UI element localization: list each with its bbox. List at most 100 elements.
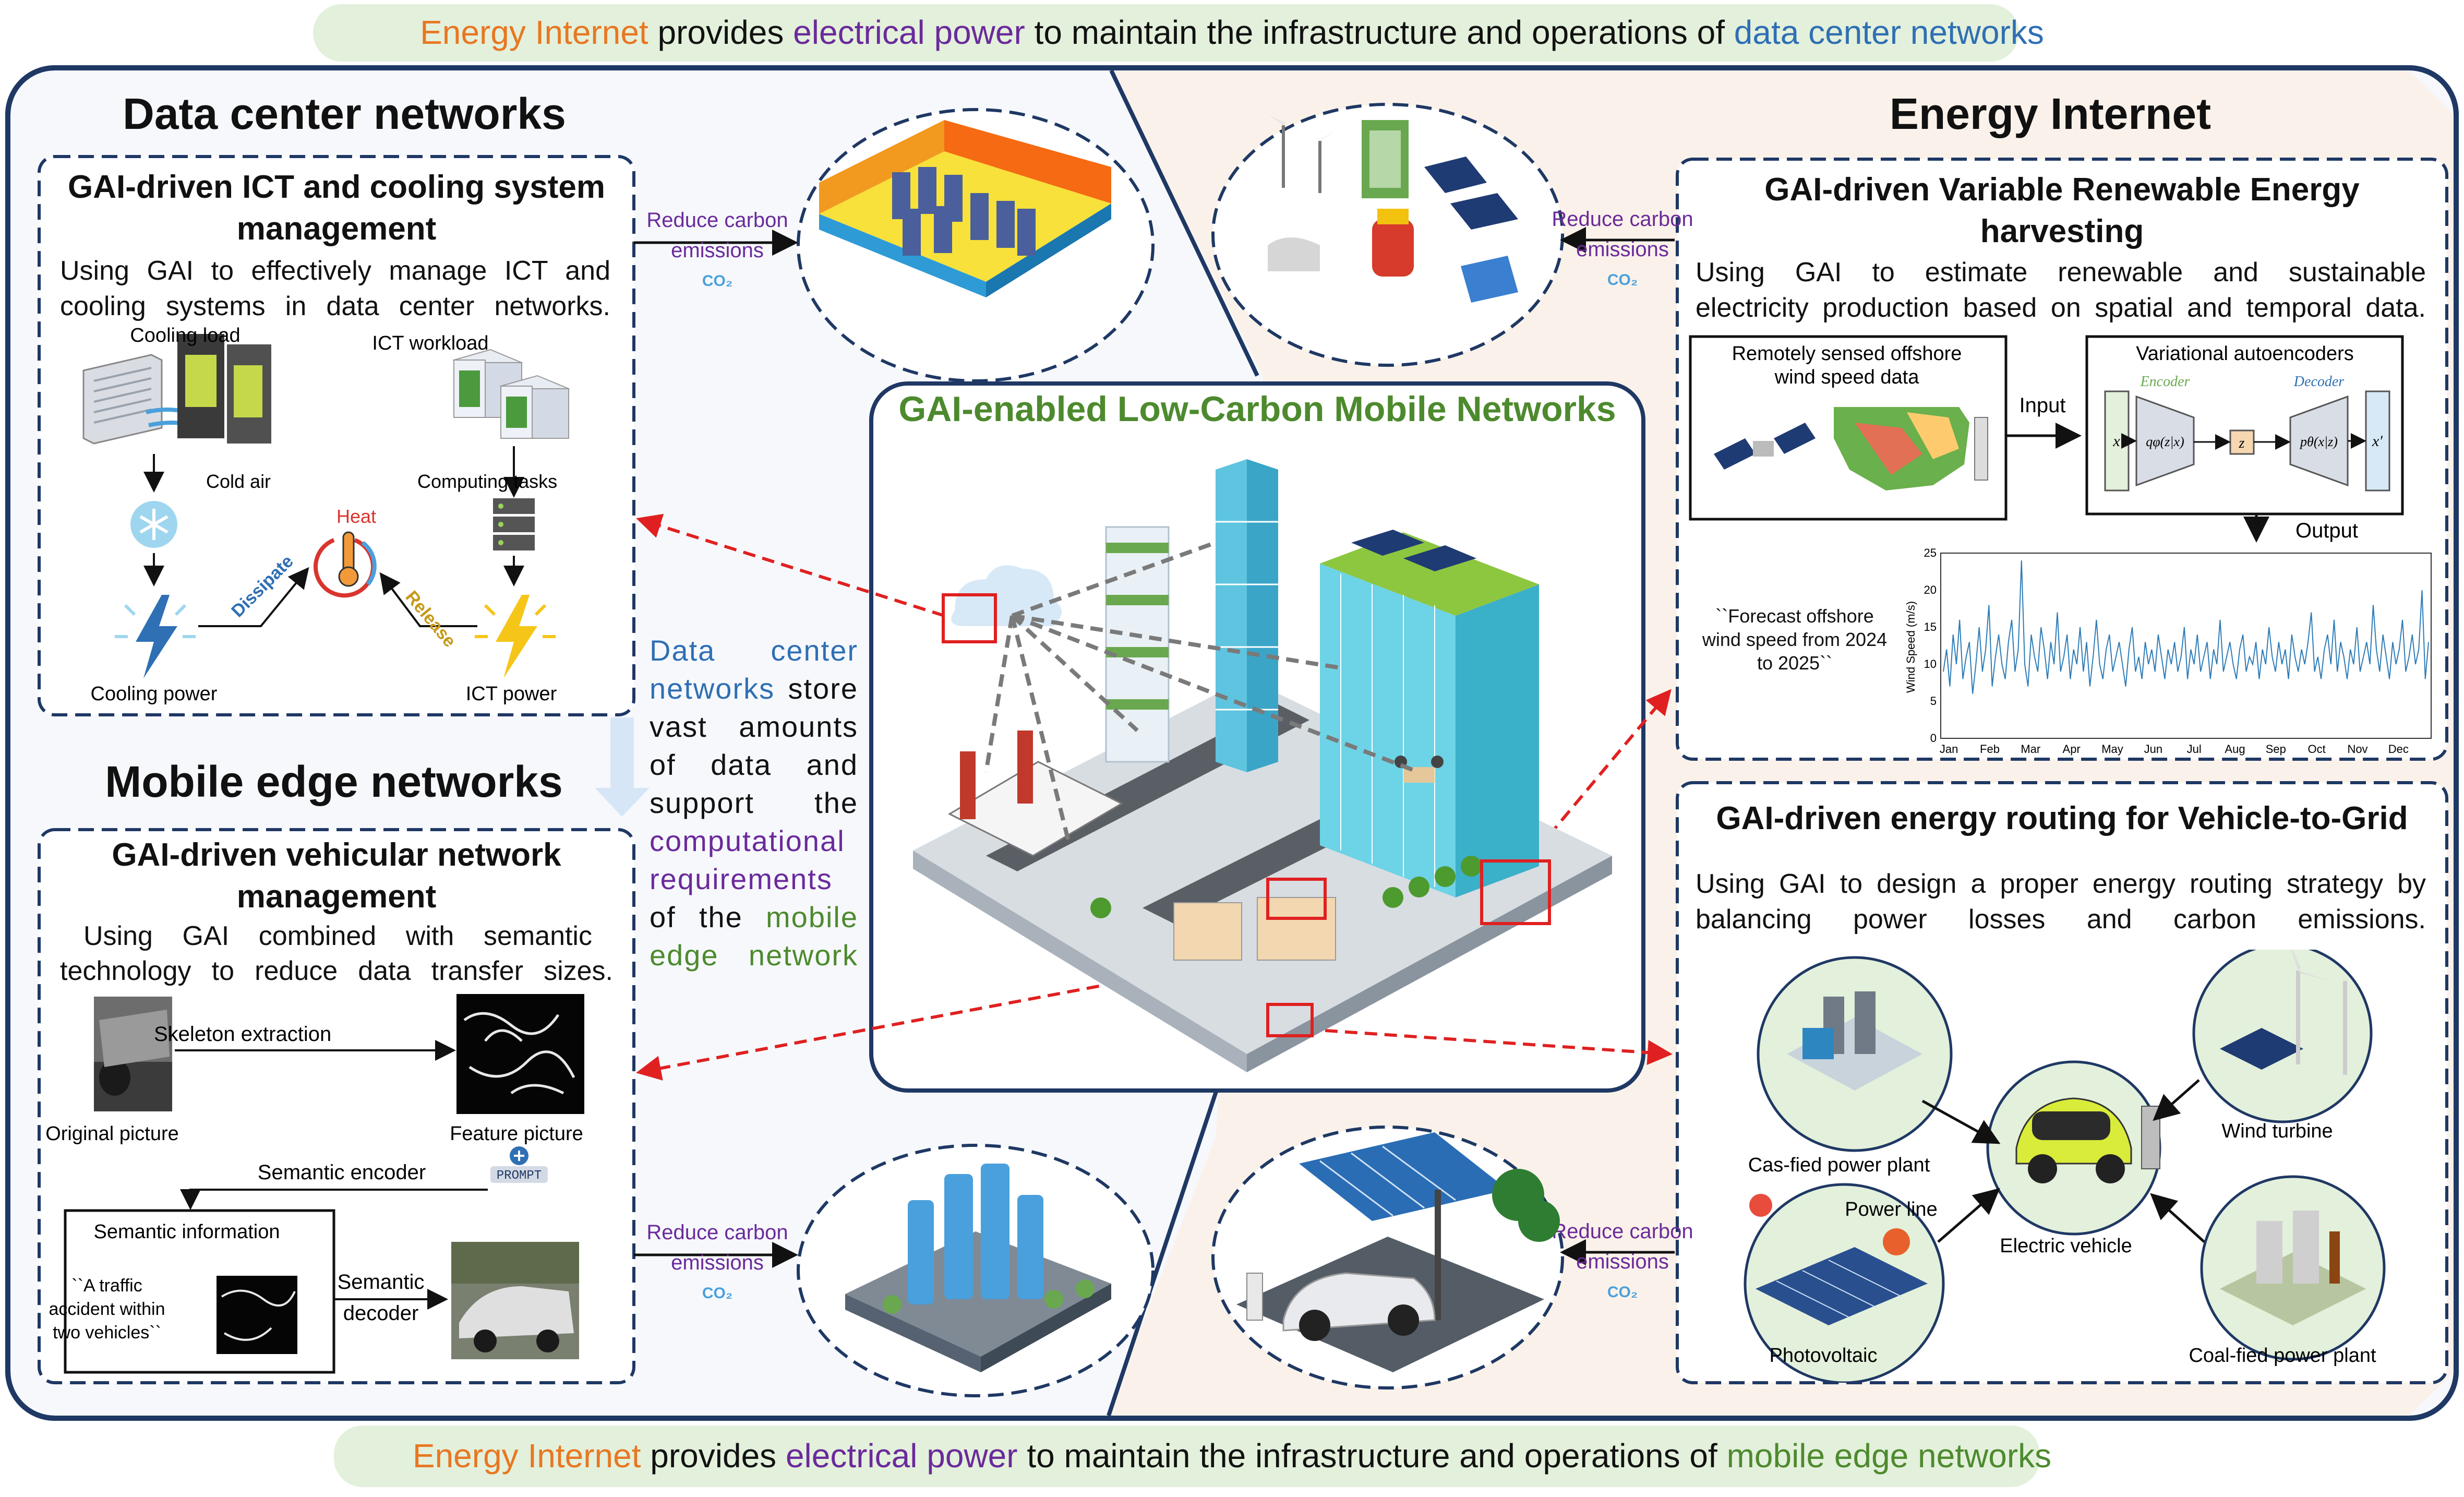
ict-box-border: [38, 155, 635, 716]
v2g-box-title: GAI-driven energy routing for Vehicle-to…: [1716, 800, 2408, 836]
center-text-9: edge network: [650, 939, 858, 972]
chart-x-tick-label: Jul: [2187, 742, 2202, 756]
remote-sensing-label-2: wind speed data: [1774, 366, 1920, 388]
server-racks-icon: [177, 334, 271, 444]
chart-x-tick-label: Aug: [2225, 742, 2245, 756]
snowflake-icon: [130, 501, 177, 548]
vae-x: x: [2112, 433, 2120, 450]
gas-plant-label: Cas-fied power plant: [1748, 1154, 1930, 1176]
center-text-5: support the: [650, 786, 858, 819]
center-text-8: of the mobile: [650, 898, 858, 936]
center-text-2a: networks: [650, 672, 775, 705]
energy-internet-illustration: [1268, 115, 1518, 303]
bottom-banner-part-b: provides: [641, 1437, 786, 1475]
co2-icon-ei2: CO₂: [1607, 1284, 1638, 1301]
vre-box-desc-1: Using GAI to estimate renewable and sust…: [1696, 257, 2426, 288]
reduce-label-ei-1: Reduce carbon: [1552, 208, 1693, 231]
cold-air-label: Cold air: [206, 471, 271, 492]
bottom-banner-part-e: mobile edge networks: [1726, 1437, 2052, 1475]
coal-plant-icon: [2220, 1211, 2366, 1325]
chart-x-ticks: Jan Feb Mar Apr May Jun Jul Aug Sep Oct Nov Dec: [1940, 742, 2409, 756]
center-text-2b: store: [775, 672, 858, 705]
bottom-banner: Energy Internet provides electrical powe…: [0, 1435, 2464, 1477]
ict-box-title-2: management: [236, 211, 437, 247]
input-label: Input: [2020, 394, 2066, 417]
reduce-label-ei2-2: emissions: [1576, 1250, 1669, 1273]
vre-box-title-1: GAI-driven Variable Renewable Energy: [1764, 172, 2360, 208]
photovoltaic-label: Photovoltaic: [1769, 1345, 1877, 1367]
co2-icon-ei: CO₂: [1607, 271, 1638, 289]
v2g-box-desc-2: balancing power losses and carbon emissi…: [1696, 904, 2426, 935]
vae-encoder-label: Encoder: [2140, 374, 2190, 390]
forecast-3: to 2025``: [1757, 652, 1833, 674]
coal-plant-label: Coal-fied power plant: [2189, 1345, 2376, 1367]
quote-line-2: accident within: [49, 1299, 165, 1319]
wind-speed-chart: Wind Speed (m/s) 0 5 10 15 20 25 Jan Feb Mar Apr…: [1904, 546, 2432, 756]
top-banner-part-c: electrical power: [793, 14, 1025, 51]
top-banner-part-e: data center networks: [1734, 14, 2044, 51]
data-center-illustration: [819, 120, 1111, 297]
prompt-icon: PROMPT: [490, 1146, 548, 1183]
vre-box-title-2: harvesting: [1980, 213, 2144, 249]
semantic-encoder-label: Semantic encoder: [258, 1161, 426, 1184]
decoded-picture: [451, 1242, 579, 1359]
heat-label: Heat: [336, 506, 376, 527]
vae-label: Variational autoencoders: [2136, 343, 2354, 365]
power-line-label: Power line: [1845, 1199, 1937, 1220]
v2g-diagram: Cas-fied power plant Wind turbine Electr…: [1744, 950, 2386, 1383]
chart-y-tick-label: 25: [1924, 546, 1937, 559]
center-text-2: networks store: [650, 669, 858, 708]
chart-x-tick-label: Sep: [2266, 742, 2286, 756]
photovoltaic-icon: [1749, 1194, 1928, 1325]
chart-y-label: Wind Speed (m/s): [1904, 601, 1917, 693]
skeleton-label: Skeleton extraction: [154, 1023, 331, 1046]
server-stack-icon: [493, 498, 535, 550]
dissipate-label: Dissipate: [227, 552, 297, 621]
output-label: Output: [2295, 519, 2358, 542]
semantic-decoder-label-1: Semantic: [338, 1271, 425, 1294]
cooling-unit-icon: [82, 354, 196, 445]
smart-city-illustration: [913, 459, 1612, 1072]
chart-x-tick-label: Nov: [2347, 742, 2367, 756]
center-text-1: Data center: [650, 631, 858, 669]
wind-turbine-label: Wind turbine: [2221, 1120, 2333, 1142]
veh-box-title-2: management: [236, 879, 437, 915]
ev-charging-illustration: [1236, 1132, 1560, 1372]
chart-x-tick-label: Jun: [2144, 742, 2162, 756]
feature-picture: [456, 994, 584, 1114]
top-banner-part-d: to maintain the infrastructure and opera…: [1025, 14, 1734, 51]
vae-xp: x′: [2372, 433, 2383, 450]
reduce-label-me-1: Reduce carbon: [646, 1221, 788, 1244]
original-picture: [94, 997, 172, 1111]
mobile-edge-illustration: [845, 1164, 1111, 1372]
chart-x-tick-label: Jan: [1940, 742, 1958, 756]
center-text-6: computational: [650, 824, 845, 857]
chart-y-tick-label: 15: [1924, 620, 1937, 633]
chart-x-tick-label: Feb: [1980, 742, 2000, 756]
reduce-label-ei2-1: Reduce carbon: [1552, 1220, 1693, 1243]
chart-y-tick-label: 20: [1924, 583, 1937, 596]
ict-workload-label: ICT workload: [372, 332, 488, 354]
vre-diagram: Remotely sensed offshore wind speed data…: [1689, 335, 2404, 543]
reduce-label-dc-1: Reduce carbon: [646, 209, 788, 232]
release-label: Release: [402, 587, 460, 651]
down-arrow-left: [595, 717, 650, 817]
quote-line-1: ``A traffic: [71, 1276, 142, 1296]
remote-sensing-label-1: Remotely sensed offshore: [1732, 343, 1962, 365]
cooling-power-icon: [115, 595, 196, 678]
prompt-label: PROMPT: [497, 1169, 542, 1183]
vae-z: z: [2239, 435, 2245, 451]
center-text-1-span: Data center: [650, 634, 858, 667]
center-title: GAI-enabled Low-Carbon Mobile Networks: [898, 389, 1616, 429]
reduce-label-me-2: emissions: [671, 1251, 764, 1274]
chart-x-tick-label: Dec: [2388, 742, 2409, 756]
gas-plant-icon: [1787, 991, 1922, 1091]
reduce-label-dc-2: emissions: [671, 239, 764, 262]
v2g-box-desc-1: Using GAI to design a proper energy rout…: [1696, 869, 2426, 899]
reduce-label-ei-2: emissions: [1576, 238, 1669, 261]
electric-vehicle-label: Electric vehicle: [2000, 1235, 2132, 1257]
top-banner: Energy Internet provides electrical powe…: [0, 11, 2464, 53]
wind-turbine-icon: [2220, 950, 2347, 1075]
chart-y-ticks: 0 5 10 15 20 25: [1924, 546, 1937, 745]
chart-x-tick-label: Oct: [2308, 742, 2326, 756]
